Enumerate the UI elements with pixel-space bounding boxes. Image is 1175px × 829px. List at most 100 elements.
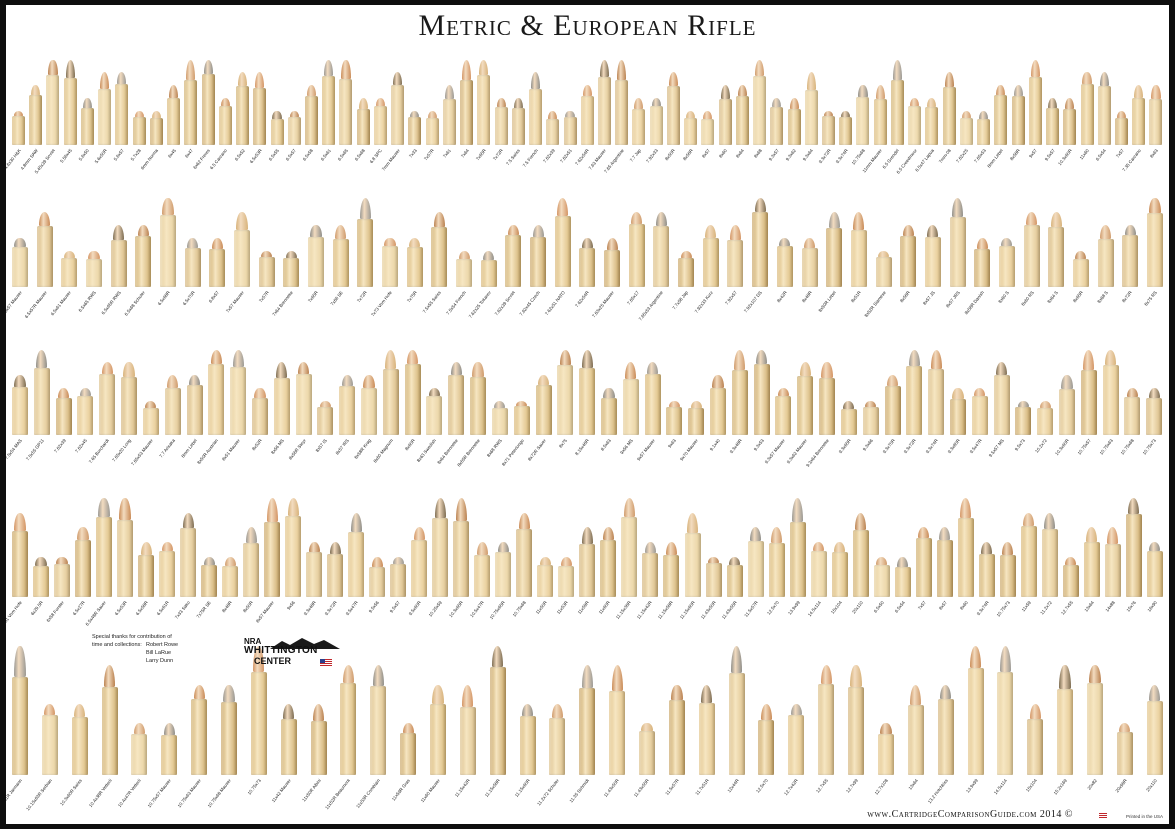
cartridge-case <box>1125 514 1142 597</box>
cartridge-case <box>167 98 181 145</box>
bullet-tip <box>117 72 127 84</box>
bullet-tip <box>63 251 75 258</box>
cartridge-label: 10.75x73 <box>1141 438 1158 456</box>
bullet-tip <box>1107 527 1119 544</box>
bullet-tip <box>737 85 747 96</box>
cartridge-label: 7.7 Arisaka <box>157 438 176 459</box>
cartridge-case <box>382 246 399 287</box>
cartridge-label: 11x50R Albini <box>300 778 322 803</box>
cartridge-label: 8x60R <box>403 438 416 452</box>
cartridge: 9.3x66 <box>861 401 879 452</box>
cartridge: 6.5x68 Schuler <box>124 225 152 317</box>
cartridge-label: 8x56R <box>681 148 694 162</box>
cartridge: 7x57R <box>258 251 275 303</box>
bullet-tip <box>969 646 982 668</box>
cartridge: 11.15x60R <box>513 704 536 798</box>
bullet-tip <box>462 60 472 80</box>
cartridge-case <box>1080 370 1097 435</box>
cartridge-label: 8x50R <box>664 148 677 162</box>
cartridge-case <box>340 683 357 775</box>
bullet-tip <box>1061 375 1073 389</box>
bullet-tip <box>960 498 972 518</box>
cartridge-case <box>959 118 973 145</box>
cartridge-label: 6.5x61R <box>155 600 171 617</box>
bullet-tip <box>88 251 100 259</box>
bullet-tip <box>880 723 892 734</box>
cartridge-label: 6x45 <box>166 148 177 159</box>
cartridge: 7.62x51 NATO <box>544 198 571 316</box>
cartridge-case <box>432 518 449 597</box>
cartridge-case <box>684 118 698 145</box>
cartridge: 10.75x68 Mauser <box>207 685 238 808</box>
footer-url-text[interactable]: www.CartridgeComparisonGuide.com <box>867 809 1037 820</box>
cartridge-label: 7.92x57 <box>724 290 739 306</box>
bullet-tip <box>1065 98 1075 109</box>
cartridge-label: 9.3x74R <box>834 148 849 165</box>
bullet-tip <box>14 375 26 387</box>
cartridge: 8.5x63 <box>600 388 617 452</box>
bullet-tip <box>1134 85 1144 98</box>
cartridge-label: 9.3x64 <box>801 148 815 162</box>
cartridge-case <box>678 258 695 287</box>
footer-url[interactable]: www.CartridgeComparisonGuide.com 2014 © <box>867 809 1073 820</box>
bullet-tip <box>981 542 993 554</box>
cartridge: 7.5 Swiss <box>505 98 525 166</box>
cartridge-case <box>818 684 835 775</box>
cartridge-case <box>361 388 377 435</box>
bullet-tip <box>186 60 196 80</box>
cartridge-label: 7.7 Jap <box>628 148 642 163</box>
cartridge: 11.15x42R <box>454 685 476 798</box>
cartridge-case <box>787 109 801 145</box>
cartridge: 6.5x52 <box>233 72 250 162</box>
cartridge: 4.6x30 H&K <box>6 111 25 170</box>
cartridge-case <box>357 219 374 287</box>
cartridge-case <box>710 388 726 435</box>
bullet-tip <box>834 542 846 552</box>
cartridge: 6.5x47 Lapua <box>914 98 939 173</box>
cartridge-label: 12x44R <box>726 778 740 794</box>
cartridge-case <box>621 517 638 597</box>
bullet-tip <box>407 350 419 364</box>
bullet-tip <box>791 498 804 522</box>
cartridge-label: 6.5x58 <box>302 148 315 162</box>
bullet-tip <box>877 251 890 257</box>
cartridge-label: 9.3x62 <box>784 148 797 162</box>
cartridge-case <box>977 119 991 145</box>
special-thanks: Special thanks for contribution of time … <box>92 633 182 664</box>
cartridge: 4.8mm SAW <box>19 85 43 171</box>
cartridge-case <box>63 78 77 145</box>
bullet-tip <box>254 388 266 398</box>
cartridge-case <box>775 396 792 435</box>
cartridge: 8x63 <box>1149 85 1163 159</box>
cartridge-label: 9.3x48R <box>728 438 743 455</box>
cartridge-label: 9.5x57 <box>1043 148 1056 162</box>
bullet-tip <box>551 704 564 718</box>
cartridge: 10.75x73 <box>995 542 1016 618</box>
cartridge: 6.5x61 <box>319 60 336 162</box>
cartridge-case <box>718 99 732 145</box>
cartridge-case <box>862 407 879 435</box>
cartridge-case <box>1102 365 1119 435</box>
bullet-tip <box>522 704 534 716</box>
cartridge-label: 6.5x65 <box>336 148 349 162</box>
cartridge-label: 8x48R <box>221 600 234 614</box>
bullet-tip <box>995 362 1008 375</box>
bullet-tip <box>655 212 668 226</box>
cartridge-label: 13.9x99 <box>786 600 801 616</box>
cartridge-label: 11.7x51R <box>694 778 710 797</box>
bullet-tip <box>707 557 720 563</box>
cartridge-case <box>915 538 932 597</box>
cartridge-case <box>132 117 146 145</box>
cartridge: 12.7x42R <box>783 704 805 796</box>
cartridge: 10.4x38R Vetterli <box>87 665 118 808</box>
cartridge-label: 8x56R Steyr <box>287 438 307 461</box>
cartridge-case <box>840 409 857 435</box>
cartridge-label: 15x104 <box>829 600 843 615</box>
cartridge-case <box>310 721 327 775</box>
cartridge: 7.62x39 Soviet <box>494 225 522 317</box>
cartridge-label: 11.2x72 <box>1039 600 1053 616</box>
bullet-tip <box>65 60 75 78</box>
cartridge: 7.92x107 DS <box>743 198 769 314</box>
cartridge-label: 7x64 <box>459 148 470 159</box>
cartridge-case <box>894 567 911 597</box>
